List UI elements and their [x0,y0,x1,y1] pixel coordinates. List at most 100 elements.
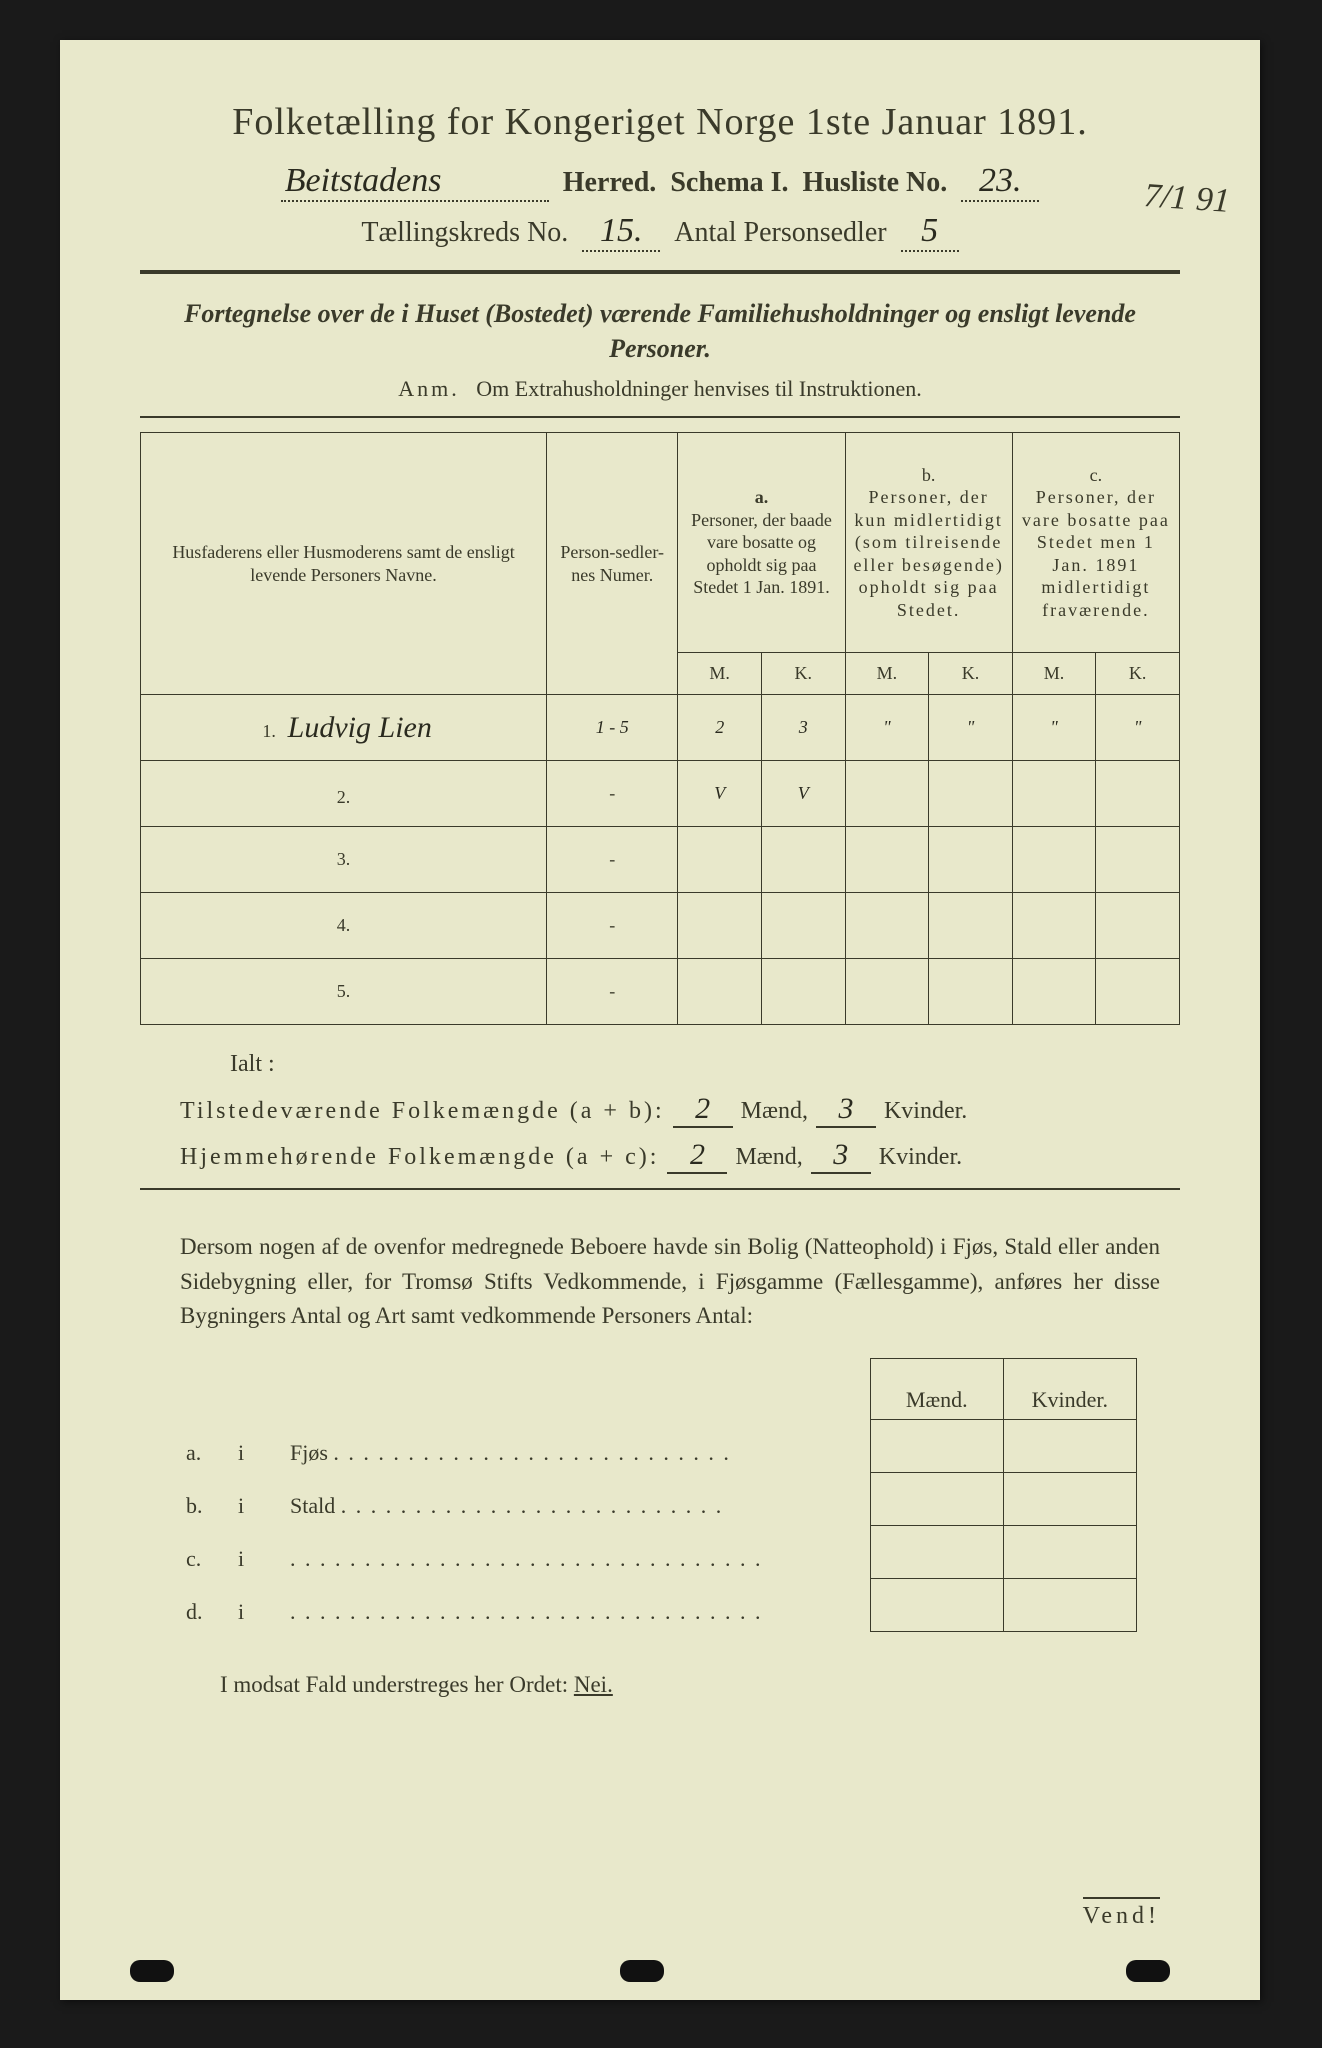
b-m-header: M. [845,653,929,695]
kvinder-label: Kvinder. [884,1098,967,1125]
table-row: 4. - [141,893,1180,959]
side-k-cell [1003,1472,1136,1525]
schema-label: Schema I. [670,167,788,199]
header-row-3: Tællingskreds No. 15. Antal Personsedler… [140,212,1180,252]
c-k-cell [1096,959,1180,1025]
row-num: 1. [255,721,283,742]
col-b-header: b. Personer, der kun midlertidigt (som t… [845,433,1012,653]
antal-label: Antal Personsedler [674,217,886,249]
side-head-row: Mænd. Kvinder. [180,1358,1136,1419]
household-table: Husfaderens eller Husmoderens samt de en… [140,432,1180,1025]
side-maend-header: Mænd. [870,1358,1003,1419]
personsedler-cell: - [547,827,678,893]
kreds-value: 15. [582,212,660,252]
hjemme-k: 3 [811,1138,871,1174]
side-k-cell [1003,1419,1136,1472]
census-form-page: 7/1 91 Folketælling for Kongeriget Norge… [60,40,1260,2000]
c-m-cell: " [1012,695,1096,761]
antal-value: 5 [901,212,959,252]
header-row-2: Beitstadens Herred. Schema I. Husliste N… [140,162,1180,202]
row-name-cell: 3. [141,827,547,893]
a-m-cell: 2 [678,695,762,761]
col-num-header: Person-sedler-nes Numer. [547,433,678,695]
side-m-cell [870,1525,1003,1578]
margin-handwriting: 7/1 91 [1143,177,1231,221]
rule-2 [140,416,1180,418]
tilstede-label: Tilstedeværende Folkemængde (a + b): [180,1098,665,1125]
c-k-header: K. [1096,653,1180,695]
side-m-cell [870,1472,1003,1525]
a-m-cell [678,959,762,1025]
rule-1 [140,270,1180,274]
row-name-cell: 1. Ludvig Lien [141,695,547,761]
table-header-row-1: Husfaderens eller Husmoderens samt de en… [141,433,1180,653]
b-m-cell [845,893,929,959]
husliste-label: Husliste No. [803,167,948,199]
col-name-header: Husfaderens eller Husmoderens samt de en… [141,433,547,695]
herred-value: Beitstadens [281,162,549,202]
punch-hole-icon [620,1960,664,1982]
b-k-cell: " [929,695,1013,761]
col-b-text: Personer, der kun midlertidigt (som tilr… [850,486,1008,621]
anm-text: Om Extrahusholdninger henvises til Instr… [476,376,921,401]
side-row-letter: b. [180,1472,232,1525]
row-name-cell: 2. [141,761,547,827]
totals-line-2: Hjemmehørende Folkemængde (a + c): 2 Mæn… [180,1138,1180,1174]
a-k-header: K. [761,653,845,695]
side-row-letter: d. [180,1578,232,1631]
b-m-cell [845,827,929,893]
a-k-cell: 3 [761,695,845,761]
anm-line: Anm. Om Extrahusholdninger henvises til … [140,376,1180,402]
side-m-cell [870,1419,1003,1472]
side-row-i: i [232,1472,284,1525]
a-k-cell [761,959,845,1025]
b-k-cell [929,959,1013,1025]
sidebygning-paragraph: Dersom nogen af de ovenfor medregnede Be… [180,1230,1160,1334]
herred-label: Herred. [563,167,657,199]
form-title: Folketælling for Kongeriget Norge 1ste J… [140,100,1180,144]
ialt-label: Ialt : [230,1051,1180,1078]
rule-3 [140,1188,1180,1190]
nei-line: I modsat Fald understreges her Ordet: Ne… [220,1672,1180,1698]
a-m-header: M. [678,653,762,695]
personsedler-cell: - [547,959,678,1025]
a-m-cell: V [678,761,762,827]
col-c-text: Personer, der vare bosatte paa Stedet me… [1017,486,1175,621]
side-row-i: i [232,1419,284,1472]
b-k-cell [929,761,1013,827]
table-row: 1. Ludvig Lien 1 - 5 2 3 " " " " [141,695,1180,761]
punch-hole-icon [130,1960,174,1982]
hjemme-m: 2 [667,1138,727,1174]
c-k-cell [1096,827,1180,893]
side-row: d. i . . . . . . . . . . . . . . . . . .… [180,1578,1136,1631]
maend-label: Mænd, [741,1098,808,1125]
vend-label: Vend! [1083,1897,1160,1930]
c-m-header: M. [1012,653,1096,695]
side-row-text: . . . . . . . . . . . . . . . . . . . . … [284,1525,870,1578]
row-name-cell: 5. [141,959,547,1025]
c-m-cell [1012,959,1096,1025]
b-k-cell [929,827,1013,893]
row-num: 3. [330,849,358,870]
b-m-cell [845,959,929,1025]
side-row: c. i . . . . . . . . . . . . . . . . . .… [180,1525,1136,1578]
side-row: b. i Stald . . . . . . . . . . . . . . .… [180,1472,1136,1525]
table-row: 5. - [141,959,1180,1025]
side-row: a. i Fjøs . . . . . . . . . . . . . . . … [180,1419,1136,1472]
anm-label: Anm. [398,376,460,401]
a-m-cell [678,893,762,959]
side-row-letter: a. [180,1419,232,1472]
sidebygning-table: Mænd. Kvinder. a. i Fjøs . . . . . . . .… [180,1358,1137,1632]
c-m-cell [1012,827,1096,893]
maend-label: Mænd, [735,1144,802,1171]
husliste-value: 23. [961,162,1039,202]
c-m-cell [1012,761,1096,827]
col-a-text: Personer, der baade vare bosatte og opho… [682,509,840,599]
kreds-label: Tællingskreds No. [361,217,568,249]
col-c-header: c. Personer, der vare bosatte paa Stedet… [1012,433,1179,653]
c-m-cell [1012,893,1096,959]
tilstede-m: 2 [673,1092,733,1128]
personsedler-cell: - [547,893,678,959]
kvinder-label: Kvinder. [879,1144,962,1171]
side-row-i: i [232,1525,284,1578]
